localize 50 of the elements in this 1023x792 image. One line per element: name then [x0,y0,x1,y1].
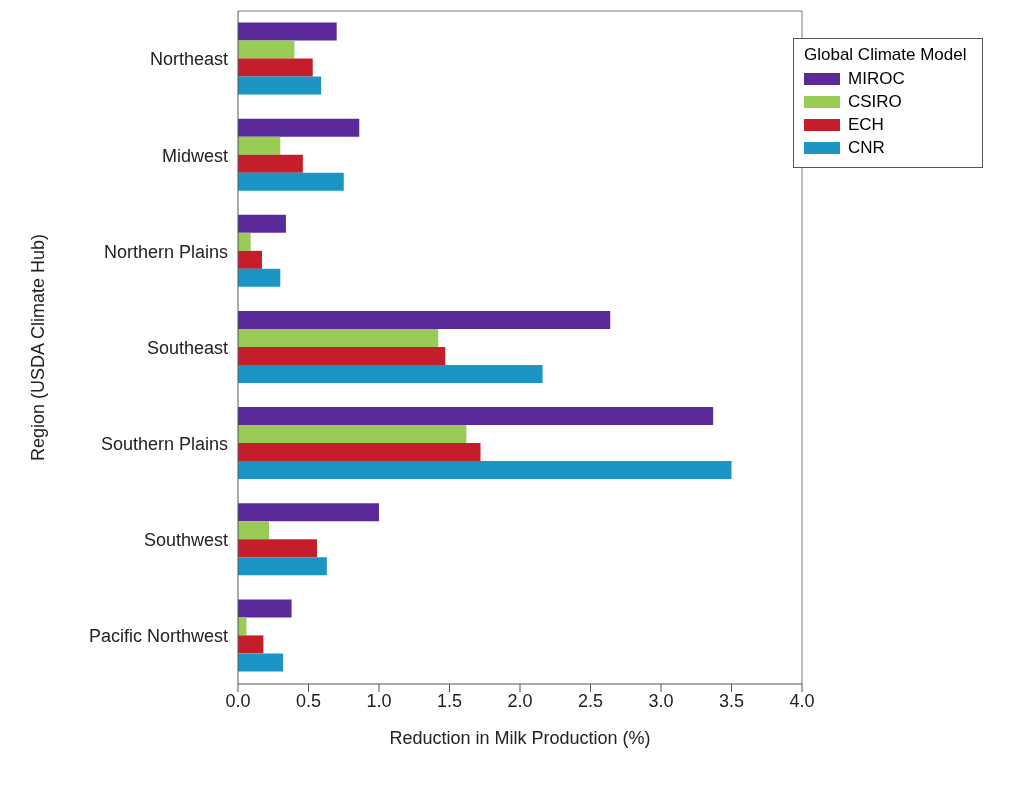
bar [238,154,303,173]
bar [238,599,292,618]
bar [238,407,714,426]
x-tick-label: 2.5 [577,690,604,711]
bar [238,635,264,654]
legend-label: ECH [848,115,884,135]
bar [238,346,446,365]
y-tick-label: Southwest [143,530,228,551]
legend-title: Global Climate Model [804,45,968,65]
bar [238,172,344,191]
bar [238,268,281,287]
bar [238,653,284,672]
bar [238,425,467,444]
y-tick-label: Pacific Northwest [88,626,228,647]
x-axis-title: Reduction in Milk Production (%) [389,728,651,748]
legend-label: CNR [848,138,885,158]
x-tick-label: 0.0 [225,690,251,711]
y-tick-label: Midwest [161,145,228,166]
bar [238,22,337,41]
bar [238,76,322,95]
x-tick-label: 1.0 [366,690,392,711]
x-tick-label: 3.5 [718,690,745,711]
bar [238,310,611,329]
bar [238,503,379,522]
bar [238,364,543,383]
bar [238,40,295,59]
legend-label: MIROC [848,69,905,89]
x-tick-label: 4.0 [789,690,815,711]
bar [238,443,481,462]
y-tick-label: Southeast [146,337,228,358]
bar [238,232,251,251]
bar [238,136,281,155]
legend-label: CSIRO [848,92,902,112]
x-tick-label: 0.5 [295,690,322,711]
bar [238,328,439,347]
bar [238,214,286,233]
y-tick-label: Southern Plains [100,434,228,455]
bar [238,461,732,480]
x-tick-label: 3.0 [648,690,674,711]
bar [238,250,262,269]
y-axis-title: Region (USDA Climate Hub) [28,233,49,462]
y-tick-label: Northeast [149,49,228,70]
bar [238,58,313,77]
bar [238,521,270,540]
bar [238,539,317,558]
bar [238,557,327,576]
bar [238,118,360,137]
x-tick-label: 2.0 [507,690,533,711]
x-tick-label: 1.5 [436,690,463,711]
y-tick-label: Northern Plains [103,241,228,262]
